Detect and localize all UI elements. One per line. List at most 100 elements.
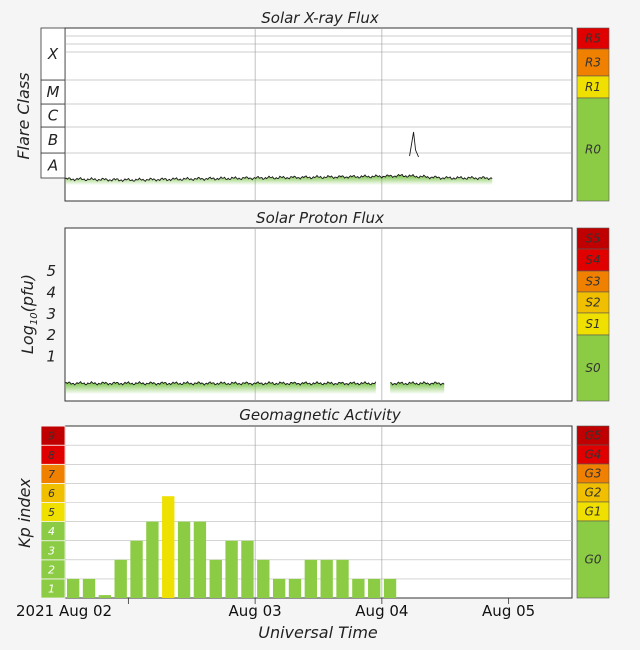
xray-plot-frame: [64, 27, 573, 202]
proton-ytick-1: 1: [46, 348, 56, 366]
kp-bar: [98, 595, 112, 598]
xray-flux-series: [64, 131, 493, 185]
level-label-g4: G4: [585, 448, 602, 462]
kp-bar: [288, 578, 302, 598]
flux-area: [390, 381, 445, 394]
class-label-c: C: [48, 107, 59, 125]
class-cell-x: [40, 27, 66, 81]
proton-storm-scale: S5 S4 S3 S2 S1 S0: [576, 227, 610, 402]
level-label-g1: G1: [585, 505, 602, 519]
kp-bar: [336, 559, 349, 598]
xray-ylabel: Flare Class: [14, 72, 33, 159]
kp-bar: [304, 559, 317, 598]
flux-line: [64, 173, 493, 183]
class-label-b: B: [48, 131, 58, 149]
x-axis-label: Universal Time: [258, 623, 378, 642]
level-label-s4: S4: [585, 253, 600, 267]
level-label-s3: S3: [585, 275, 600, 289]
xray-radio-blackout-scale: R5 R3 R1 R0: [576, 27, 610, 202]
kp-bar: [162, 496, 175, 598]
flux-area: [65, 381, 376, 394]
kp-scale-label-1: 1: [48, 582, 55, 595]
level-cell-g0: [576, 520, 610, 599]
x-tick-label: 2021 Aug 02: [16, 602, 112, 620]
level-label-s5: S5: [585, 232, 600, 246]
x-tick-label: Aug 04: [355, 602, 408, 620]
kp-bar: [272, 578, 286, 598]
flare-spike: [409, 131, 419, 158]
level-label-s1: S1: [585, 317, 600, 331]
proton-ytick-4: 4: [46, 283, 56, 301]
level-cell-s0: [576, 334, 610, 402]
kp-scale-label-7: 7: [48, 468, 55, 481]
proton-grid: [254, 228, 383, 401]
level-label-r5: R5: [585, 32, 601, 46]
level-cell-r0: [576, 97, 610, 202]
kp-bar: [225, 540, 238, 598]
class-cell-b: [40, 126, 66, 154]
kp-bar: [130, 540, 143, 598]
kp-bar: [368, 578, 381, 598]
class-cell-m: [40, 79, 66, 105]
class-label-x: X: [47, 45, 59, 63]
class-cell-a: [40, 152, 66, 179]
kp-title: Geomagnetic Activity: [239, 406, 402, 424]
kp-scale-label-2: 2: [48, 563, 55, 576]
kp-panel: Geomagnetic Activity Kp index 123456789 …: [15, 406, 610, 642]
level-label-s2: S2: [585, 296, 600, 310]
kp-scale-label-5: 5: [48, 506, 55, 519]
level-cell-r3: [576, 48, 610, 77]
level-label-g0: G0: [585, 553, 602, 567]
level-label-r1: R1: [585, 80, 601, 94]
kp-bars: [67, 496, 397, 598]
level-label-s0: S0: [585, 361, 601, 375]
kp-bar: [114, 559, 127, 598]
kp-scale-label-6: 6: [48, 487, 55, 500]
proton-ytick-5: 5: [46, 262, 56, 280]
level-label-g5: G5: [585, 429, 602, 443]
proton-ylabel: Log10(pfu): [18, 274, 40, 354]
x-axis-ticks: 2021 Aug 02 Aug 03 Aug 04 Aug 05: [16, 598, 535, 620]
kp-scale-label-4: 4: [48, 525, 55, 538]
xray-grid: [65, 28, 572, 201]
proton-y-ticks: 1 2 3 4 5: [46, 262, 56, 366]
kp-bar: [320, 559, 333, 598]
kp-bar: [82, 578, 96, 598]
proton-ytick-3: 3: [46, 305, 56, 323]
kp-bar: [67, 578, 80, 598]
kp-bar: [352, 578, 365, 598]
proton-ytick-2: 2: [46, 326, 56, 344]
x-tick-label: Aug 03: [229, 602, 282, 620]
level-label-r3: R3: [585, 56, 601, 70]
kp-bar: [193, 521, 207, 598]
class-label-a: A: [47, 157, 58, 175]
kp-bar: [177, 521, 191, 598]
level-label-r0: R0: [585, 143, 601, 157]
kp-bar: [209, 559, 222, 598]
kp-scale-label-3: 3: [48, 544, 55, 557]
flux-line: [64, 380, 377, 386]
xray-title: Solar X-ray Flux: [261, 9, 379, 27]
level-label-g2: G2: [585, 486, 602, 500]
kp-ylabel: Kp index: [15, 478, 34, 548]
proton-title: Solar Proton Flux: [256, 209, 384, 227]
proton-plot-frame: [64, 227, 573, 402]
class-label-m: M: [47, 83, 60, 101]
level-label-g3: G3: [585, 467, 602, 481]
proton-flux-series: [64, 380, 445, 394]
kp-scale-label-8: 8: [48, 449, 55, 462]
kp-bar: [241, 540, 254, 598]
kp-index-scale: 1 2 3 4 5 6 7 8 9: [40, 425, 66, 599]
kp-geomagnetic-storm-scale: G5 G4 G3 G2 G1 G0: [576, 425, 610, 599]
kp-bar: [383, 578, 397, 598]
flux-line: [390, 381, 445, 386]
x-tick-label: Aug 05: [482, 602, 535, 620]
kp-scale-cell-9: [40, 425, 66, 446]
kp-bar: [257, 559, 270, 598]
kp-bar: [146, 521, 159, 598]
kp-scale-label-9: 9: [48, 430, 55, 443]
